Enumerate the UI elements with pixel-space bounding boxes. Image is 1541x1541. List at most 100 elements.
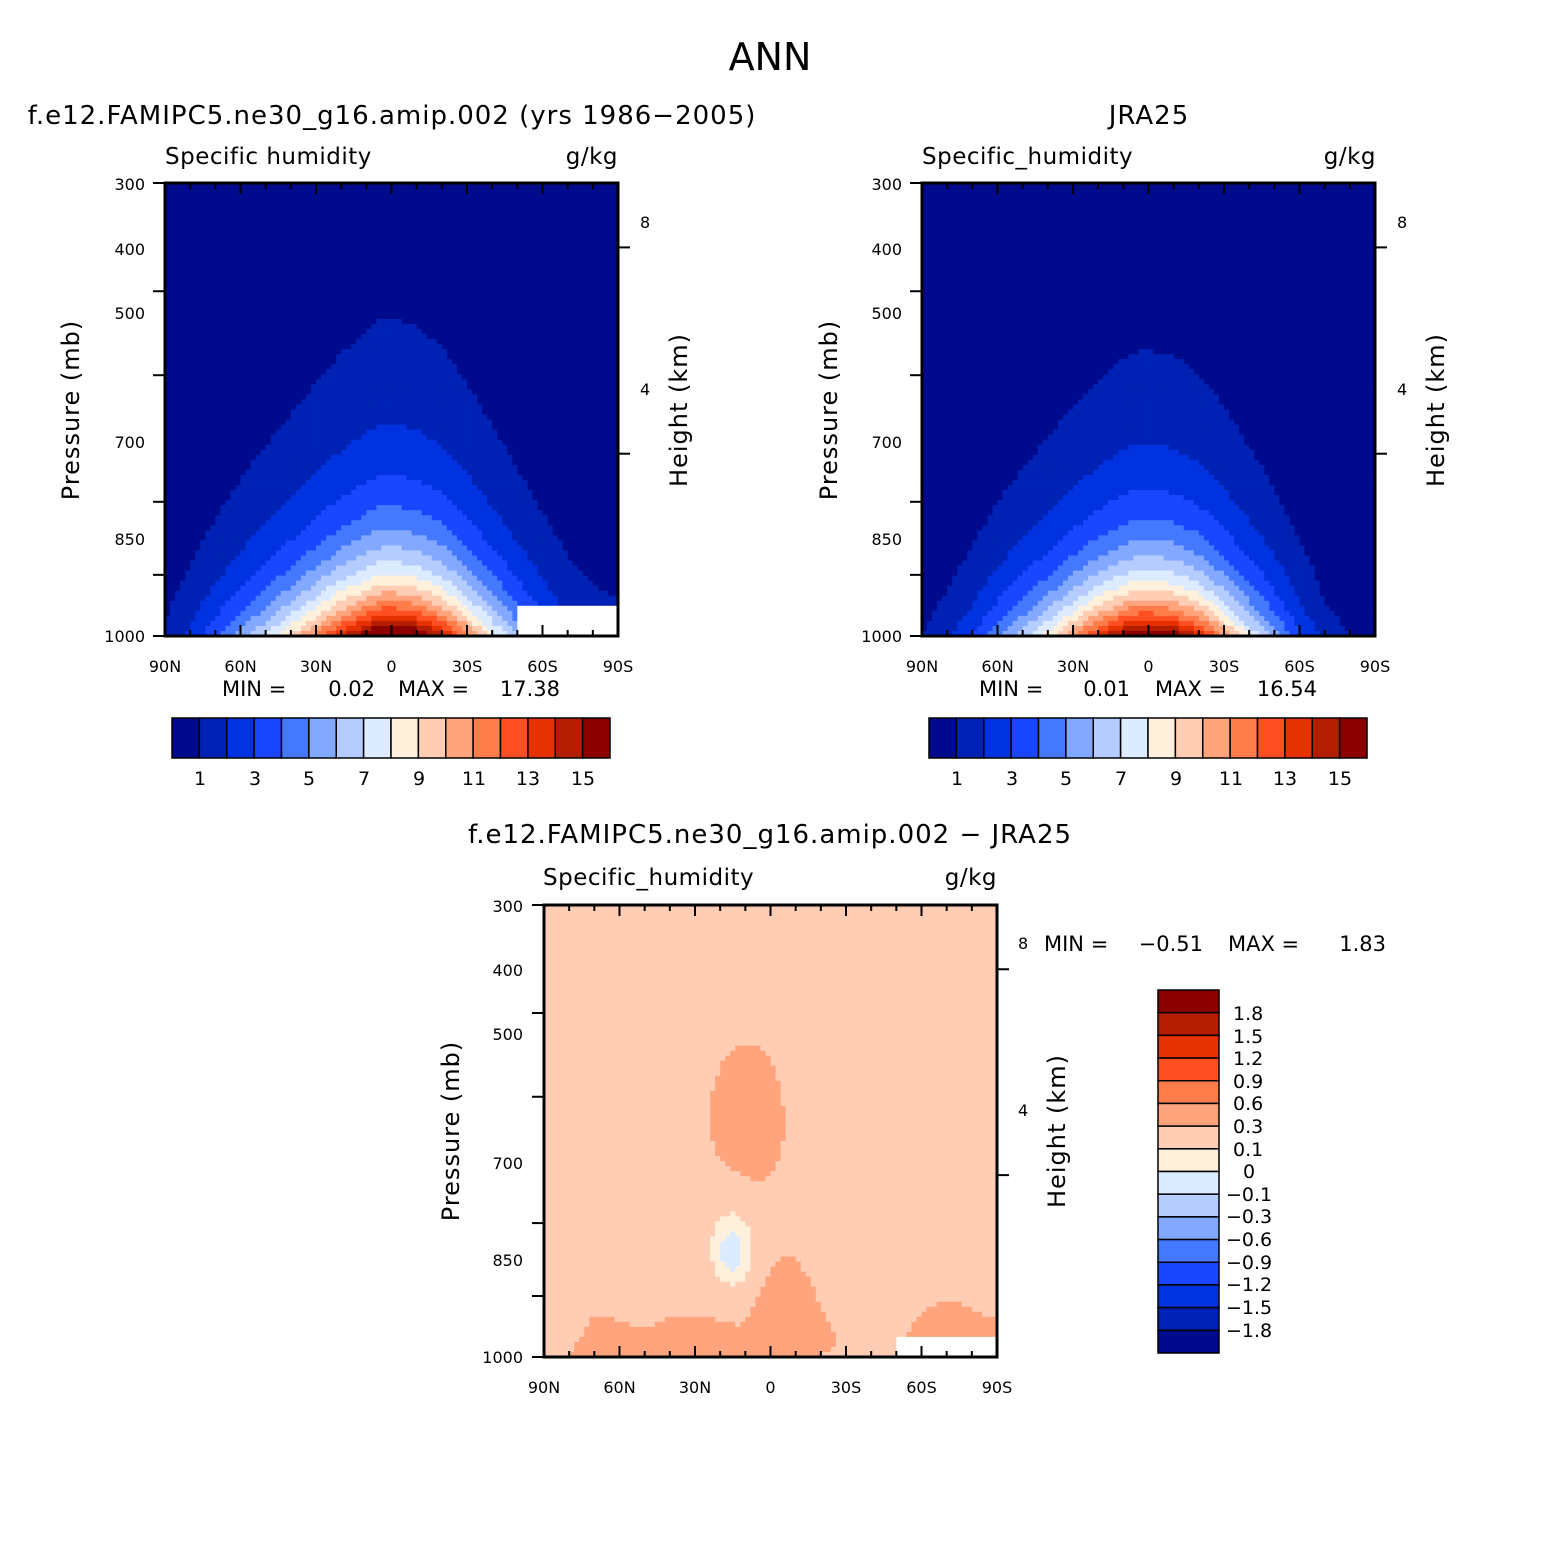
field-cell <box>527 379 534 385</box>
field-cell <box>451 313 458 320</box>
field-cell <box>532 253 539 260</box>
field-cell <box>472 283 478 290</box>
field-cell <box>170 193 176 199</box>
field-cell <box>421 293 428 300</box>
field-cell <box>215 223 221 229</box>
field-cell <box>487 334 493 340</box>
field-cell <box>507 188 513 194</box>
field-cell <box>200 223 206 229</box>
field-cell <box>527 419 534 426</box>
field-cell <box>336 323 342 330</box>
field-cell <box>250 389 257 395</box>
field-cell <box>406 183 413 189</box>
field-cell <box>195 369 201 375</box>
field-cell <box>195 268 201 275</box>
field-cell <box>502 444 508 451</box>
field-cell <box>230 253 237 260</box>
field-cell <box>200 213 206 219</box>
field-cell <box>185 424 191 431</box>
field-cell <box>190 288 196 295</box>
field-cell <box>492 213 498 219</box>
field-cell <box>547 339 554 345</box>
field-cell <box>446 379 453 385</box>
field-cell <box>180 459 186 466</box>
field-cell <box>592 344 599 350</box>
field-cell <box>592 258 599 265</box>
field-cell <box>260 364 267 370</box>
field-cell <box>446 364 453 370</box>
field-cell <box>527 258 534 265</box>
field-cell <box>582 419 589 426</box>
field-cell <box>492 384 498 390</box>
field-cell <box>230 354 237 360</box>
field-cell <box>366 349 372 355</box>
field-cell <box>436 404 443 411</box>
field-cell <box>587 379 594 385</box>
field-cell <box>220 218 226 224</box>
field-cell <box>366 404 372 411</box>
field-cell <box>165 384 171 390</box>
field-cell <box>477 414 483 421</box>
field-cell <box>225 349 232 355</box>
field-cell <box>270 434 277 441</box>
field-cell <box>310 328 317 335</box>
field-cell <box>396 339 403 345</box>
field-cell <box>411 349 418 355</box>
field-cell <box>406 233 413 239</box>
field-cell <box>602 313 609 320</box>
field-cell <box>396 349 403 355</box>
field-cell <box>497 419 503 426</box>
field-cell <box>200 228 206 234</box>
field-cell <box>582 183 589 189</box>
field-cell <box>381 263 388 270</box>
field-cell <box>305 439 312 446</box>
field-cell <box>295 293 302 300</box>
field-cell <box>290 193 297 199</box>
field-cell <box>542 268 549 275</box>
field-cell <box>235 379 242 385</box>
field-cell <box>190 213 196 219</box>
field-cell <box>351 313 357 320</box>
field-cell <box>185 258 191 265</box>
field-cell <box>406 303 413 310</box>
field-cell <box>411 253 418 260</box>
field-cell <box>436 263 443 270</box>
field-cell <box>502 253 508 260</box>
field-cell <box>275 359 282 365</box>
field-cell <box>260 188 267 194</box>
field-cell <box>305 293 312 300</box>
field-cell <box>537 334 544 340</box>
field-cell <box>285 298 292 305</box>
field-cell <box>175 419 181 426</box>
field-cell <box>371 389 377 395</box>
field-cell <box>592 328 599 335</box>
field-cell <box>416 369 423 375</box>
field-cell <box>562 278 569 285</box>
field-cell <box>416 384 423 390</box>
field-cell <box>170 273 176 280</box>
field-cell <box>346 364 352 370</box>
field-cell <box>421 359 428 365</box>
field-cell <box>391 349 398 355</box>
field-cell <box>587 198 594 204</box>
field-cell <box>220 389 226 395</box>
field-cell <box>542 283 549 290</box>
field-cell <box>552 349 559 355</box>
field-cell <box>461 409 468 416</box>
field-cell <box>316 439 322 446</box>
field-cell <box>240 263 247 270</box>
field-cell <box>482 213 488 219</box>
field-cell <box>351 414 357 421</box>
field-cell <box>371 233 377 239</box>
field-cell <box>602 238 609 244</box>
field-cell <box>235 349 242 355</box>
field-cell <box>456 318 463 325</box>
field-cell <box>250 424 257 431</box>
field-cell <box>472 213 478 219</box>
field-cell <box>245 354 252 360</box>
field-cell <box>602 409 609 416</box>
field-cell <box>210 233 216 239</box>
field-cell <box>185 334 191 340</box>
field-cell <box>582 213 589 219</box>
field-cell <box>305 203 312 209</box>
